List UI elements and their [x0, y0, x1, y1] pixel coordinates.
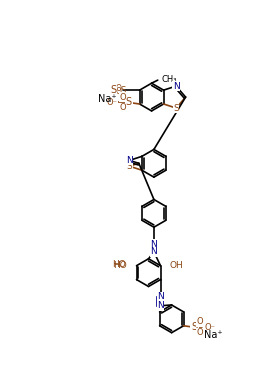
Text: N: N [173, 81, 179, 91]
Text: S: S [110, 85, 117, 95]
Text: O: O [196, 317, 203, 326]
Text: O⁻: O⁻ [204, 323, 215, 332]
Text: S: S [120, 86, 125, 95]
Text: N: N [150, 240, 157, 249]
Text: Na⁺: Na⁺ [98, 94, 117, 103]
Text: S: S [191, 322, 198, 332]
Text: Na⁺: Na⁺ [204, 330, 222, 340]
Text: OH: OH [170, 261, 183, 270]
Text: N: N [157, 292, 164, 301]
Text: O: O [115, 87, 121, 96]
Text: HO: HO [112, 260, 126, 269]
Text: CH₃: CH₃ [162, 75, 177, 84]
Text: S: S [126, 97, 132, 108]
Text: O: O [119, 92, 126, 102]
Text: S: S [127, 162, 132, 171]
Text: S: S [173, 103, 179, 113]
Text: O: O [196, 328, 203, 337]
Text: N: N [150, 247, 157, 256]
Text: N: N [157, 301, 164, 310]
Text: O: O [119, 103, 126, 112]
Text: HO: HO [114, 261, 127, 270]
Text: O: O [115, 84, 121, 93]
Text: O⁻: O⁻ [106, 98, 117, 107]
Text: N: N [126, 156, 133, 165]
